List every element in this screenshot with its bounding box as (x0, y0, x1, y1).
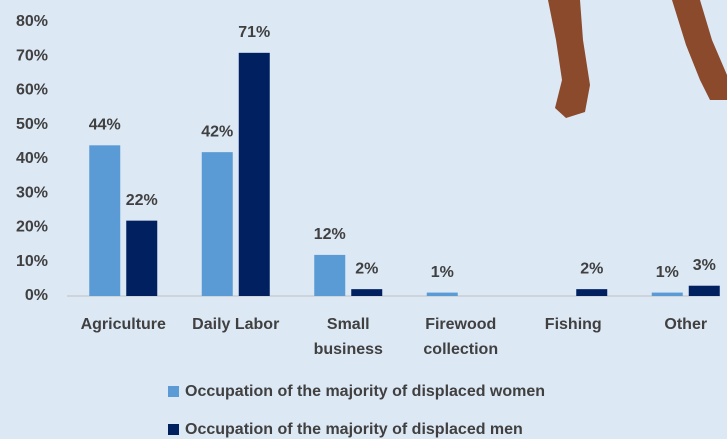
y-tick-label: 70% (16, 47, 48, 64)
y-tick-label: 0% (25, 287, 48, 304)
legend-label: Occupation of the majority of displaced … (185, 421, 523, 438)
bar (689, 286, 720, 296)
bar (314, 255, 345, 296)
legend-label: Occupation of the majority of displaced … (185, 383, 545, 400)
bar (89, 145, 120, 296)
bar (239, 53, 270, 296)
data-label: 1% (656, 264, 679, 281)
data-label: 12% (314, 226, 346, 243)
bar (427, 293, 458, 296)
legend-swatch (168, 424, 179, 435)
bar (351, 289, 382, 296)
y-tick-label: 50% (16, 116, 48, 133)
data-label: 1% (431, 264, 454, 281)
bar (126, 221, 157, 296)
y-tick-label: 80% (16, 13, 48, 30)
y-tick-label: 40% (16, 150, 48, 167)
data-label: 2% (580, 260, 603, 277)
bar (202, 152, 233, 296)
chart: 0% 10% 20% 30% 40% 50% 60% 70% 80% 44% 22% 42% 71% 12… (0, 0, 727, 439)
legend-swatch (168, 386, 179, 397)
decorative-figure (548, 0, 727, 118)
data-label: 3% (693, 257, 716, 274)
y-tick-label: 60% (16, 82, 48, 99)
data-label: 71% (238, 24, 270, 41)
x-tick-label: Firewood collection (409, 312, 513, 362)
data-label: 42% (201, 123, 233, 140)
bar (652, 293, 683, 296)
x-tick-label: Daily Labor (184, 312, 288, 337)
x-tick-label: Fishing (521, 312, 625, 337)
data-label: 22% (126, 192, 158, 209)
y-tick-label: 10% (16, 253, 48, 270)
data-label: 44% (89, 117, 121, 134)
x-tick-label: Small business (296, 312, 400, 362)
y-tick-label: 20% (16, 219, 48, 236)
x-tick-label: Agriculture (71, 312, 175, 337)
x-tick-label: Other (634, 312, 727, 337)
y-tick-label: 30% (16, 184, 48, 201)
bar (576, 289, 607, 296)
chart-svg: 0% 10% 20% 30% 40% 50% 60% 70% 80% 44% 22% 42% 71% 12… (0, 0, 727, 439)
data-label: 2% (355, 260, 378, 277)
